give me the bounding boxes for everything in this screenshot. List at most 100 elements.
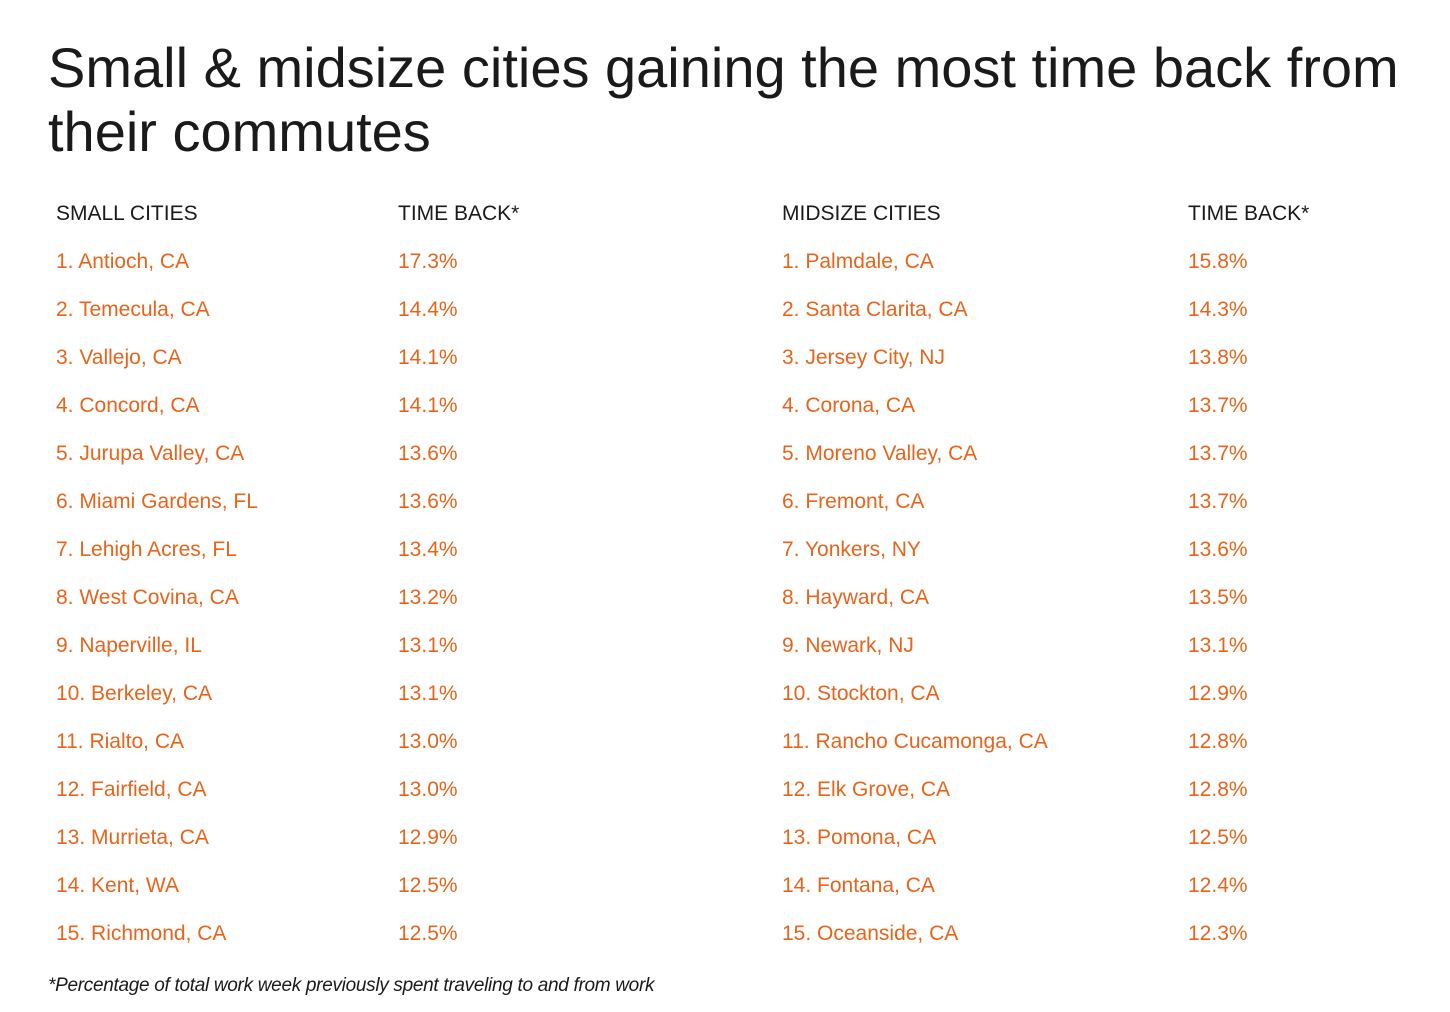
- table-row: 9. Newark, NJ 13.1%: [782, 630, 1402, 678]
- city-name: 3. Jersey City, NJ: [782, 346, 945, 369]
- table-row: 15. Richmond, CA 12.5%: [56, 918, 776, 966]
- time-back-value: 13.1%: [398, 682, 458, 705]
- table-row: 5. Jurupa Valley, CA 13.6%: [56, 438, 776, 486]
- table-header: MIDSIZE CITIES TIME BACK*: [782, 200, 1402, 228]
- time-back-value: 14.3%: [1188, 298, 1248, 321]
- time-back-value: 13.8%: [1188, 346, 1248, 369]
- table-row: 14. Kent, WA 12.5%: [56, 870, 776, 918]
- city-name: 1. Antioch, CA: [56, 250, 190, 273]
- table-row: 7. Yonkers, NY 13.6%: [782, 534, 1402, 582]
- city-name: 6. Fremont, CA: [782, 490, 925, 513]
- city-name: 11. Rialto, CA: [56, 730, 184, 753]
- time-back-value: 15.8%: [1188, 250, 1248, 273]
- city-name: 2. Temecula, CA: [56, 298, 210, 321]
- table-row: 7. Lehigh Acres, FL 13.4%: [56, 534, 776, 582]
- time-back-value: 12.5%: [398, 874, 458, 897]
- time-back-value: 14.1%: [398, 346, 458, 369]
- table-row: 6. Miami Gardens, FL 13.6%: [56, 486, 776, 534]
- time-back-value: 13.2%: [398, 586, 458, 609]
- time-back-value: 13.7%: [1188, 394, 1248, 417]
- time-back-value: 12.8%: [1188, 778, 1248, 801]
- time-back-value: 13.0%: [398, 730, 458, 753]
- city-name: 1. Palmdale, CA: [782, 250, 934, 273]
- city-name: 7. Lehigh Acres, FL: [56, 538, 237, 561]
- table-row: 8. Hayward, CA 13.5%: [782, 582, 1402, 630]
- city-name: 6. Miami Gardens, FL: [56, 490, 258, 513]
- time-back-value: 12.9%: [398, 826, 458, 849]
- time-back-value: 13.6%: [398, 490, 458, 513]
- table-header: SMALL CITIES TIME BACK*: [56, 200, 776, 228]
- city-name: 14. Fontana, CA: [782, 874, 935, 897]
- table-row: 10. Berkeley, CA 13.1%: [56, 678, 776, 726]
- time-back-value: 12.8%: [1188, 730, 1248, 753]
- table-row: 12. Elk Grove, CA 12.8%: [782, 774, 1402, 822]
- city-name: 10. Berkeley, CA: [56, 682, 213, 705]
- city-name: 11. Rancho Cucamonga, CA: [782, 730, 1048, 753]
- city-name: 13. Pomona, CA: [782, 826, 937, 849]
- table-row: 1. Palmdale, CA 15.8%: [782, 246, 1402, 294]
- table-row: 14. Fontana, CA 12.4%: [782, 870, 1402, 918]
- table-row: 4. Concord, CA 14.1%: [56, 390, 776, 438]
- table-row: 1. Antioch, CA 17.3%: [56, 246, 776, 294]
- column-header-city: MIDSIZE CITIES: [782, 202, 941, 225]
- time-back-value: 13.1%: [1188, 634, 1248, 657]
- table-row: 13. Pomona, CA 12.5%: [782, 822, 1402, 870]
- city-name: 7. Yonkers, NY: [782, 538, 921, 561]
- table-row: 5. Moreno Valley, CA 13.7%: [782, 438, 1402, 486]
- time-back-value: 13.1%: [398, 634, 458, 657]
- city-name: 5. Moreno Valley, CA: [782, 442, 978, 465]
- table-row: 2. Temecula, CA 14.4%: [56, 294, 776, 342]
- time-back-value: 12.5%: [1188, 826, 1248, 849]
- table-row: 13. Murrieta, CA 12.9%: [56, 822, 776, 870]
- table-row: 12. Fairfield, CA 13.0%: [56, 774, 776, 822]
- time-back-value: 12.3%: [1188, 922, 1248, 945]
- time-back-value: 17.3%: [398, 250, 458, 273]
- footnote: *Percentage of total work week previousl…: [48, 975, 655, 996]
- table-body: 1. Palmdale, CA 15.8% 2. Santa Clarita, C…: [782, 246, 1402, 966]
- city-name: 8. West Covina, CA: [56, 586, 239, 609]
- table-row: 10. Stockton, CA 12.9%: [782, 678, 1402, 726]
- table-row: 9. Naperville, IL 13.1%: [56, 630, 776, 678]
- table-row: 2. Santa Clarita, CA 14.3%: [782, 294, 1402, 342]
- table-row: 3. Vallejo, CA 14.1%: [56, 342, 776, 390]
- city-name: 14. Kent, WA: [56, 874, 179, 897]
- time-back-value: 13.6%: [1188, 538, 1248, 561]
- time-back-value: 14.1%: [398, 394, 458, 417]
- time-back-value: 12.5%: [398, 922, 458, 945]
- midsize-cities-table: MIDSIZE CITIES TIME BACK* 1. Palmdale, C…: [782, 200, 1402, 966]
- time-back-value: 13.7%: [1188, 490, 1248, 513]
- time-back-value: 12.9%: [1188, 682, 1248, 705]
- city-name: 5. Jurupa Valley, CA: [56, 442, 245, 465]
- table-row: 8. West Covina, CA 13.2%: [56, 582, 776, 630]
- time-back-value: 13.0%: [398, 778, 458, 801]
- city-name: 4. Concord, CA: [56, 394, 200, 417]
- column-header-city: SMALL CITIES: [56, 202, 198, 225]
- city-name: 4. Corona, CA: [782, 394, 916, 417]
- city-name: 8. Hayward, CA: [782, 586, 930, 609]
- table-row: 11. Rialto, CA 13.0%: [56, 726, 776, 774]
- city-name: 9. Naperville, IL: [56, 634, 202, 657]
- time-back-value: 13.6%: [398, 442, 458, 465]
- table-body: 1. Antioch, CA 17.3% 2. Temecula, CA 14.4%…: [56, 246, 776, 966]
- table-row: 6. Fremont, CA 13.7%: [782, 486, 1402, 534]
- city-name: 15. Oceanside, CA: [782, 922, 959, 945]
- column-header-time-back: TIME BACK*: [398, 202, 520, 225]
- time-back-value: 13.4%: [398, 538, 458, 561]
- city-name: 3. Vallejo, CA: [56, 346, 182, 369]
- city-name: 9. Newark, NJ: [782, 634, 914, 657]
- city-name: 2. Santa Clarita, CA: [782, 298, 968, 321]
- city-name: 10. Stockton, CA: [782, 682, 940, 705]
- page-title: Small & midsize cities gaining the most …: [48, 36, 1399, 163]
- table-row: 15. Oceanside, CA 12.3%: [782, 918, 1402, 966]
- time-back-value: 13.5%: [1188, 586, 1248, 609]
- time-back-value: 13.7%: [1188, 442, 1248, 465]
- small-cities-table: SMALL CITIES TIME BACK* 1. Antioch, CA 17…: [56, 200, 776, 966]
- time-back-value: 14.4%: [398, 298, 458, 321]
- table-row: 3. Jersey City, NJ 13.8%: [782, 342, 1402, 390]
- city-name: 12. Fairfield, CA: [56, 778, 207, 801]
- time-back-value: 12.4%: [1188, 874, 1248, 897]
- table-row: 4. Corona, CA 13.7%: [782, 390, 1402, 438]
- city-name: 15. Richmond, CA: [56, 922, 227, 945]
- column-header-time-back: TIME BACK*: [1188, 202, 1310, 225]
- city-name: 12. Elk Grove, CA: [782, 778, 951, 801]
